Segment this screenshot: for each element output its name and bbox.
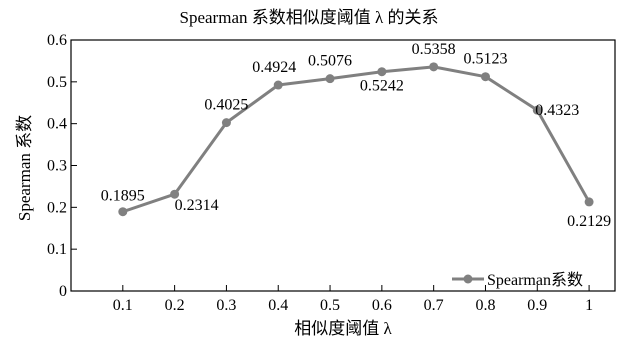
data-point [118, 207, 127, 216]
y-axis-label: Spearman 系数 [15, 115, 34, 221]
data-point [377, 67, 386, 76]
legend-label: Spearman系数 [487, 271, 583, 289]
y-tick-label: 0.2 [47, 199, 67, 216]
x-tick-label: 0.7 [424, 297, 444, 314]
y-tick-label: 0.5 [47, 74, 67, 91]
y-tick-label: 0.6 [47, 32, 67, 49]
y-tick-label: 0.4 [47, 116, 67, 133]
legend-point-marker [464, 275, 473, 284]
x-tick-label: 0.9 [527, 297, 547, 314]
data-label: 0.4924 [252, 59, 296, 76]
data-point [274, 81, 283, 90]
data-point [585, 197, 594, 206]
data-point [222, 118, 231, 127]
data-label: 0.1895 [101, 188, 145, 205]
data-label: 0.2129 [567, 213, 611, 230]
data-point [326, 74, 335, 83]
x-tick-label: 0.3 [216, 297, 236, 314]
data-label: 0.4025 [204, 97, 248, 114]
data-label: 0.5242 [360, 78, 404, 95]
data-label: 0.5358 [412, 41, 456, 58]
x-tick-label: 0.5 [320, 297, 340, 314]
data-label: 0.2314 [175, 197, 219, 214]
y-tick-label: 0.3 [47, 158, 67, 175]
x-tick-label: 1 [585, 297, 593, 314]
x-axis-label: 相似度阈值 λ [294, 319, 392, 338]
x-tick-label: 0.6 [372, 297, 392, 314]
y-tick-label: 0.1 [47, 241, 67, 258]
data-label: 0.5076 [308, 53, 352, 70]
y-tick-label: 0 [59, 283, 67, 300]
x-tick-label: 0.4 [268, 297, 288, 314]
x-tick-label: 0.1 [113, 297, 133, 314]
data-point [429, 62, 438, 71]
data-label: 0.5123 [463, 51, 507, 68]
series-line [123, 67, 589, 212]
chart-title: Spearman 系数相似度阈值 λ 的关系 [180, 8, 439, 27]
x-tick-label: 0.8 [475, 297, 495, 314]
data-label: 0.4323 [535, 102, 579, 119]
x-tick-label: 0.2 [165, 297, 185, 314]
data-point [481, 72, 490, 81]
